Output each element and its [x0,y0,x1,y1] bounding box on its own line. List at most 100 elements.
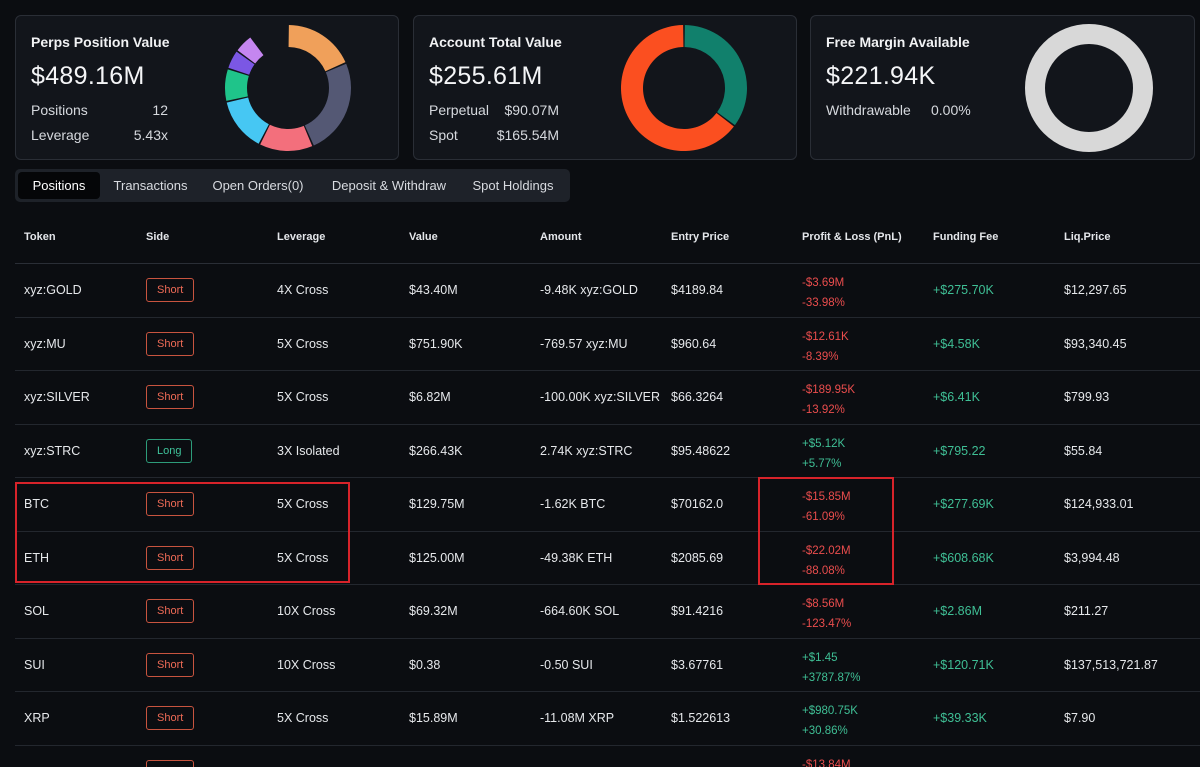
table-row[interactable]: BTC Short 5X Cross $129.75M -1.62K BTC $70162… [15,478,1200,532]
token-cell[interactable]: SOL [24,604,50,618]
kv-value: 0.00% [931,102,971,118]
tab-spot-holdings[interactable]: Spot Holdings [472,178,554,193]
tab-open-orders[interactable]: Open Orders(0) [212,178,304,193]
column-header[interactable]: Side [146,231,170,243]
token-cell[interactable]: xyz:SILVER [24,390,90,404]
donut-segment [226,97,269,144]
free-margin-card: Free Margin Available $221.94K Withdrawa… [810,15,1195,160]
pnl-value: -$3.69M [802,277,845,289]
token-cell[interactable]: xyz:MU [24,336,66,351]
token-cell[interactable]: xyz:STRC [24,443,81,458]
leverage-cell: 5X Cross [277,497,329,511]
entry-price-cell: $95.48622 [671,443,731,458]
token-cell[interactable]: BTC [24,497,49,511]
entry-price-cell: $4189.84 [671,283,724,297]
pnl-value: -$189.95K [802,384,856,396]
liq-price-cell: $124,933.01 [1064,497,1134,511]
table-row[interactable]: SOL Short 10X Cross $69.32M -664.60K SOL $91.… [15,585,1200,639]
perps-donut-chart [225,25,351,151]
liq-price-cell: $93,340.45 [1064,336,1127,351]
pnl-percent: +5.77% [802,457,842,470]
column-header[interactable]: Profit & Loss (PnL) [802,231,902,243]
margin-donut-chart [1025,24,1153,152]
table-row[interactable]: xyz:STRC Long 3X Isolated $266.43K 2.74K xyz… [15,425,1200,478]
table-row[interactable]: ETH Short 5X Cross $125.00M -49.38K ETH $2085… [15,532,1200,585]
pnl-cell: +$1.45 +3787.87% [802,648,861,688]
pnl-percent: -33.98% [802,297,845,309]
card-value: $221.94K [826,62,936,90]
token-cell[interactable]: ETH [24,550,49,565]
column-header[interactable]: Entry Price [671,231,730,243]
card-title: Account Total Value [429,34,562,50]
leverage-cell: 5X Cross [277,336,329,351]
pnl-cell: -$3.69M -33.98% [802,273,845,313]
donut-segment [228,51,255,75]
pnl-percent: -61.09% [802,511,845,523]
side-badge: Short [146,492,195,516]
table-row[interactable]: SUI Short 10X Cross $0.38 -0.50 SUI $3.67761 +… [15,639,1200,692]
pnl-percent: -13.92% [802,404,845,416]
table-row[interactable]: Short -$13.84M [15,746,1200,767]
kv-label: Leverage [31,127,90,143]
tab-deposit-withdraw[interactable]: Deposit & Withdraw [331,178,447,193]
pnl-value: -$22.02M [802,544,851,557]
tab-positions[interactable]: Positions [18,172,100,199]
table-row[interactable]: xyz:MU Short 5X Cross $751.90K -769.57 xyz:M… [15,318,1200,371]
pnl-value: -$15.85M [802,491,851,503]
pnl-cell: -$12.61K -8.39% [802,327,849,367]
kv-value: $165.54M [496,127,559,143]
pnl-percent: +30.86% [802,725,848,737]
funding-fee-cell: +$120.71K [933,657,994,672]
column-header[interactable]: Token [24,231,56,243]
value-cell: $751.90K [409,336,463,351]
side-badge: Short [146,545,195,570]
table-row[interactable]: xyz:SILVER Short 5X Cross $6.82M -100.00K xy… [15,371,1200,425]
value-cell: $129.75M [409,497,465,511]
token-cell[interactable]: XRP [24,711,50,725]
side-badge: Short [146,652,195,677]
column-header[interactable]: Value [409,231,438,243]
column-header[interactable]: Liq.Price [1064,231,1111,243]
leverage-cell: 4X Cross [277,283,329,297]
kv-label: Withdrawable [826,102,911,118]
value-cell: $69.32M [409,604,458,618]
column-header[interactable]: Leverage [277,231,326,243]
value-cell: $125.00M [409,550,465,565]
token-cell[interactable]: xyz:GOLD [24,283,82,297]
side-badge: Long [146,438,193,463]
entry-price-cell: $66.3264 [671,390,724,404]
side-badge: Short [146,599,195,623]
value-cell: $15.89M [409,711,458,725]
donut-segment [260,124,313,151]
column-header[interactable]: Funding Fee [933,231,999,243]
amount-cell: -11.08M XRP [540,711,615,725]
side-badge: Short [146,385,195,409]
leverage-cell: 10X Cross [277,657,336,672]
pnl-value: -$12.61K [802,330,849,343]
donut-segment [621,25,734,151]
entry-price-cell: $1.522613 [671,711,731,725]
token-cell[interactable]: SUI [24,657,45,672]
value-cell: $266.43K [409,443,463,458]
donut-segment [225,69,249,101]
table-row[interactable]: XRP Short 5X Cross $15.89M -11.08M XRP $1.522… [15,692,1200,746]
card-title: Free Margin Available [826,34,970,50]
table-row[interactable]: xyz:GOLD Short 4X Cross $43.40M -9.48K xyz:G… [15,264,1200,318]
leverage-cell: 10X Cross [277,604,336,618]
funding-fee-cell: +$608.68K [933,550,994,565]
kv-label: Perpetual [429,102,489,118]
tab-transactions[interactable]: Transactions [113,178,188,193]
amount-cell: 2.74K xyz:STRC [540,443,633,458]
donut-segment [1025,24,1153,152]
liq-price-cell: $55.84 [1064,443,1103,458]
value-cell: $43.40M [409,283,458,297]
pnl-cell: -$189.95K -13.92% [802,380,855,420]
tab-bar: Positions Transactions Open Orders(0) De… [15,169,570,202]
funding-fee-cell: +$6.41K [933,390,980,404]
pnl-value: +$980.75K [802,705,858,717]
pnl-value: -$13.84M [802,758,851,767]
positions-table: Token Side Leverage Value Amount Entry P… [15,211,1200,767]
pnl-cell: -$8.56M -123.47% [802,594,851,634]
value-cell: $0.38 [409,657,441,672]
column-header[interactable]: Amount [540,231,582,243]
